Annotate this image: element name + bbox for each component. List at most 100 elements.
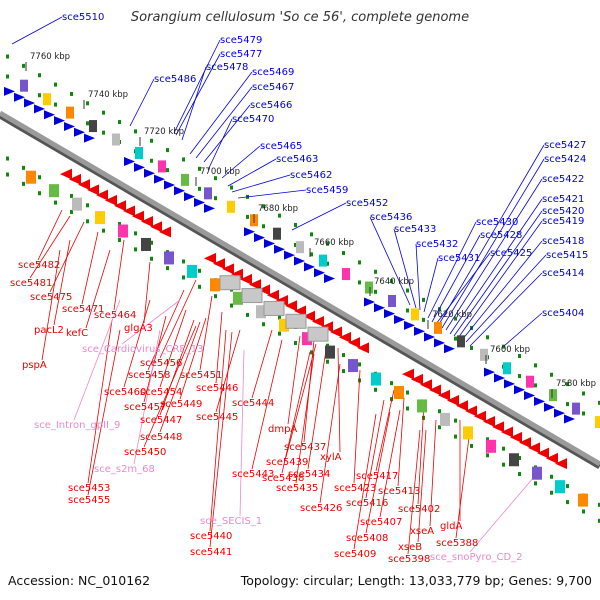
gene-block	[595, 416, 600, 429]
tick-dot	[278, 331, 281, 336]
forward-leader-line	[227, 158, 277, 187]
tick-dot	[454, 336, 457, 341]
forward-gene-arrow	[4, 86, 15, 96]
reverse-leader-line	[143, 315, 167, 403]
reverse-leader-line	[295, 353, 315, 484]
forward-gene-label: sce5433	[394, 224, 436, 235]
gene-block	[434, 321, 442, 334]
reverse-leader-line	[285, 343, 317, 458]
reverse-leader-line	[53, 239, 71, 326]
reverse-gene-label: sce5426	[300, 503, 342, 514]
tick-dot	[150, 138, 153, 143]
reverse-gene-arrow	[105, 194, 117, 206]
forward-gene-label: sce5427	[544, 140, 586, 151]
tick-dot	[310, 232, 313, 237]
tick-dot	[326, 261, 329, 266]
reverse-gene-arrow	[303, 310, 315, 322]
forward-gene-arrow	[154, 174, 165, 184]
reverse-gene-arrow	[528, 442, 540, 454]
forward-gene-label: sce5431	[438, 253, 480, 264]
rna-leader-line	[73, 299, 121, 421]
forward-gene-label: sce5436	[370, 212, 412, 223]
forward-leader-line	[423, 257, 439, 313]
reverse-gene-label: pacL2	[34, 325, 64, 336]
reverse-leader-line	[159, 309, 187, 388]
reverse-gene-arrow	[222, 263, 234, 275]
forward-gene-arrow	[394, 314, 405, 324]
forward-gene-label: sce5418	[542, 236, 584, 247]
tick-dot	[86, 219, 89, 224]
reverse-leader-line	[29, 215, 71, 279]
tick-dot	[86, 101, 89, 106]
gene-block	[210, 278, 220, 292]
reverse-gene-arrow	[240, 273, 252, 285]
gene-block	[440, 412, 450, 426]
reverse-gene-label: sce5439	[266, 457, 308, 468]
rna-gene-label: sce_Cardiovirus_CRE_13	[82, 344, 203, 355]
forward-leader-line	[291, 202, 347, 231]
forward-gene-arrow	[484, 367, 495, 377]
gene-block	[89, 120, 97, 133]
reverse-gene-label: sce5455	[68, 495, 110, 506]
tick-dot	[470, 345, 473, 350]
reverse-leader-line	[113, 239, 125, 311]
forward-leader-line	[11, 16, 63, 45]
tick-dot	[502, 344, 505, 349]
reverse-gene-label: sce5454	[140, 387, 182, 398]
tick-dot	[406, 406, 409, 411]
gene-block	[342, 268, 350, 281]
forward-leader-line	[393, 228, 417, 309]
gene-block	[279, 318, 289, 332]
forward-leader-line	[415, 243, 421, 311]
tick-dot	[438, 409, 441, 414]
gene-features	[4, 79, 600, 507]
tick-dot	[358, 362, 361, 367]
tick-dot	[38, 93, 41, 98]
forward-gene-arrow	[194, 197, 205, 207]
rna-leader-line	[133, 329, 161, 465]
forward-gene-arrow	[64, 121, 75, 131]
reverse-leader-line	[215, 311, 223, 384]
gene-block	[95, 211, 105, 225]
reverse-gene-label: kefC	[66, 328, 88, 339]
gene-block	[480, 348, 488, 361]
tick-dot	[310, 252, 313, 257]
forward-gene-arrow	[84, 133, 95, 143]
tick-dot	[134, 247, 137, 252]
tick-dot	[54, 200, 57, 205]
tick-dot	[486, 437, 489, 442]
reverse-gene-label: sce5437	[284, 442, 326, 453]
gene-block	[158, 160, 166, 173]
reverse-leader-line	[199, 295, 213, 371]
forward-gene-arrow	[514, 385, 525, 395]
gene-block	[219, 275, 241, 291]
reverse-gene-label: sce5447	[140, 415, 182, 426]
tick-dot	[582, 391, 585, 396]
tick-dot	[502, 462, 505, 467]
reverse-gene-arrow	[438, 389, 450, 401]
tick-dot	[566, 484, 569, 489]
tick-dot	[406, 288, 409, 293]
tick-dot	[70, 91, 73, 96]
gene-block	[26, 170, 36, 184]
gene-block	[285, 313, 307, 329]
reverse-gene-arrow	[555, 458, 567, 470]
rna-gene-label: sce_SECIS_1	[200, 516, 262, 527]
tick-dot	[294, 222, 297, 227]
reverse-leader-line	[281, 351, 311, 474]
tick-dot	[598, 502, 600, 507]
kbp-tick-label: 7740 kbp	[88, 90, 128, 100]
tick-dot	[166, 266, 169, 271]
forward-gene-label: sce5479	[220, 35, 262, 46]
reverse-gene-label: sce5388	[436, 538, 478, 549]
reverse-gene-label: sce5448	[140, 432, 182, 443]
forward-gene-arrow	[404, 320, 415, 330]
tick-dot	[470, 443, 473, 448]
tick-dot	[326, 241, 329, 246]
gene-block	[388, 294, 396, 307]
reverse-gene-arrow	[447, 394, 459, 406]
reverse-gene-label: sce5408	[346, 533, 388, 544]
reverse-leader-line	[397, 397, 405, 487]
tick-dot	[278, 213, 281, 218]
